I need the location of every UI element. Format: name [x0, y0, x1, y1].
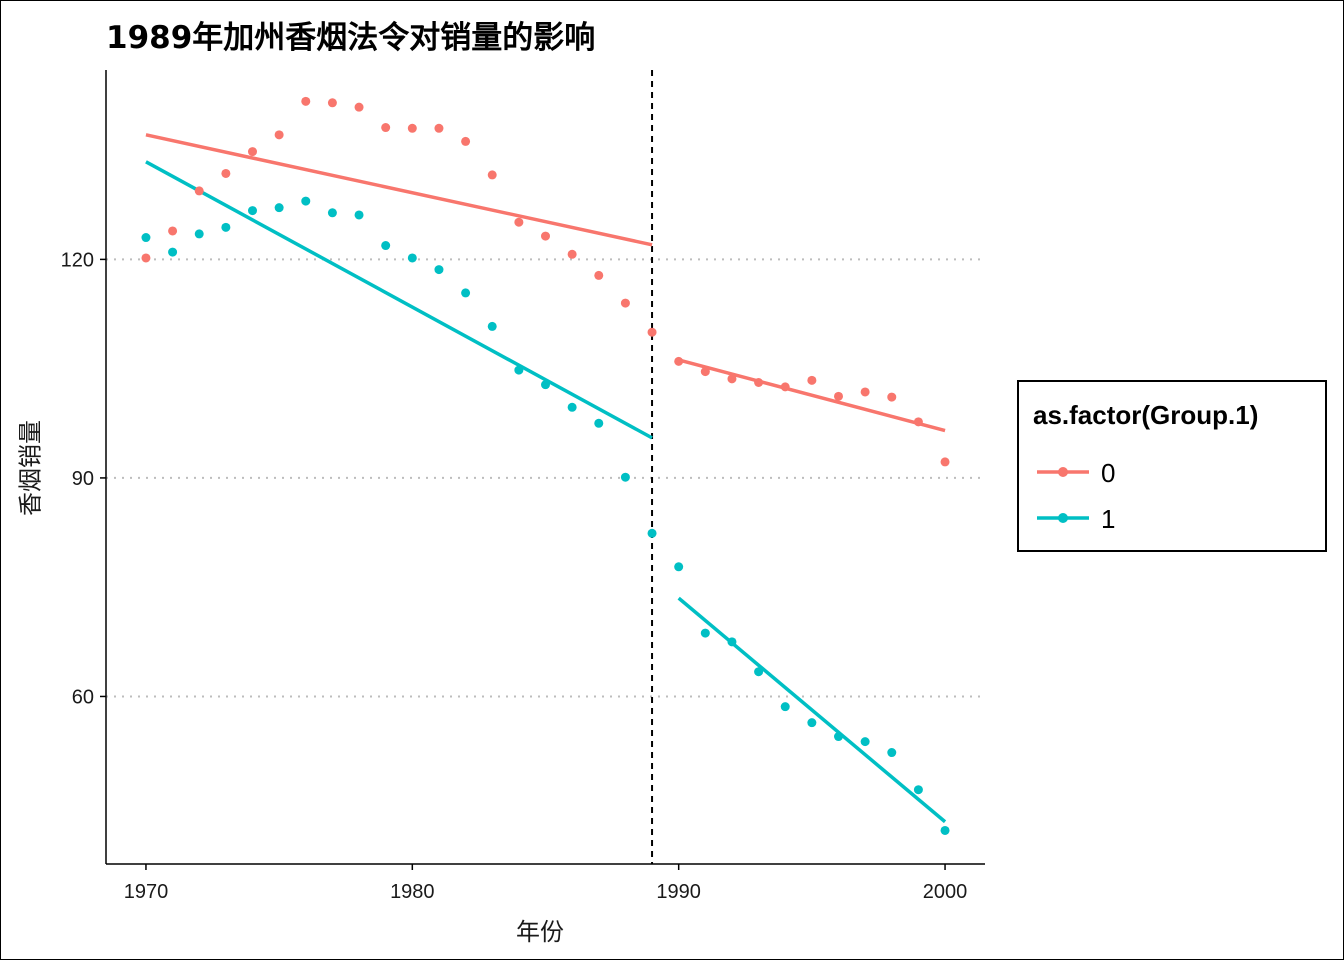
- point-0-1972: [194, 186, 204, 196]
- point-0-1998: [887, 392, 897, 402]
- point-1-1988: [620, 472, 630, 482]
- point-1-1983: [487, 321, 497, 331]
- point-1-1987: [594, 418, 604, 428]
- x-axis-label: 年份: [516, 918, 564, 946]
- point-0-1990: [674, 356, 684, 366]
- legend-key-1: [1037, 513, 1089, 523]
- point-1-1974: [248, 206, 257, 216]
- x-tick-label-1: 1980: [390, 881, 435, 903]
- point-0-1970: [141, 253, 151, 263]
- point-0-1979: [381, 123, 391, 133]
- legend-item-1: 1: [1033, 498, 1293, 538]
- point-0-1996: [834, 391, 843, 401]
- point-1-1992: [727, 637, 737, 647]
- point-1-1978: [354, 210, 364, 220]
- data-points: [141, 96, 950, 835]
- point-1-1972: [194, 229, 204, 239]
- y-tick-label-0: 60: [72, 686, 94, 708]
- axes: [105, 70, 985, 865]
- y-axis-label: 香烟销量: [16, 420, 45, 516]
- point-1-1976: [301, 196, 311, 206]
- y-tick-label-1: 90: [72, 468, 94, 490]
- point-1-1998: [887, 748, 897, 758]
- point-1-1986: [567, 402, 577, 412]
- point-1-1984: [514, 365, 524, 375]
- fit-line-1-0: [145, 160, 653, 440]
- legend-title: as.factor(Group.1): [1033, 400, 1259, 430]
- point-0-1987: [594, 270, 604, 280]
- x-tick-label-2: 1990: [656, 881, 701, 903]
- x-ticks: 1970 1980 1990 2000: [124, 864, 968, 903]
- point-1-1997: [860, 737, 870, 747]
- point-0-1980: [407, 123, 417, 133]
- y-tick-label-2: 120: [61, 249, 94, 271]
- point-0-2000: [940, 457, 950, 467]
- fit-line-0-1: [678, 358, 946, 433]
- point-0-1978: [354, 102, 364, 112]
- legend: as.factor(Group.1) 0 1: [1017, 380, 1327, 552]
- point-1-1973: [221, 222, 231, 232]
- point-1-1990: [674, 562, 684, 572]
- point-0-1992: [727, 374, 737, 384]
- y-ticks: 60 90 120: [61, 249, 106, 708]
- point-0-1985: [541, 231, 550, 241]
- fit-lines: [145, 133, 947, 824]
- fit-line-0-0: [145, 133, 653, 247]
- point-0-1984: [514, 217, 524, 227]
- point-0-1994: [780, 382, 790, 392]
- point-1-1970: [141, 233, 151, 243]
- point-1-1980: [407, 253, 417, 263]
- legend-item-0: 0: [1033, 452, 1293, 492]
- point-0-1975: [274, 130, 284, 140]
- point-1-1979: [381, 241, 391, 251]
- point-0-1989: [647, 327, 657, 337]
- point-1-1993: [754, 667, 764, 677]
- point-0-1982: [461, 136, 471, 146]
- point-1-2000: [940, 825, 950, 835]
- point-1-1999: [913, 785, 923, 795]
- x-tick-label-3: 2000: [923, 881, 968, 903]
- chart-title: 1989年加州香烟法令对销量的影响: [106, 20, 596, 56]
- legend-label-1: 1: [1101, 504, 1116, 534]
- point-0-1999: [913, 417, 923, 427]
- point-0-1983: [487, 170, 497, 180]
- point-1-1971: [168, 247, 178, 257]
- point-1-1977: [327, 208, 337, 218]
- point-0-1993: [754, 378, 764, 388]
- point-0-1973: [221, 168, 231, 178]
- point-0-1997: [860, 387, 870, 397]
- point-1-1982: [461, 288, 471, 298]
- fit-line-1-1: [677, 596, 947, 824]
- point-1-1991: [700, 628, 710, 638]
- grid-lines: [106, 258, 985, 698]
- point-0-1974: [248, 147, 257, 157]
- point-0-1988: [620, 298, 630, 308]
- point-1-1975: [274, 203, 284, 213]
- x-tick-label-0: 1970: [124, 881, 169, 903]
- point-1-1995: [807, 718, 817, 728]
- legend-key-0: [1037, 467, 1089, 477]
- point-1-1989: [647, 528, 657, 538]
- point-1-1994: [780, 702, 790, 712]
- point-0-1991: [700, 367, 710, 377]
- point-0-1986: [567, 249, 577, 259]
- point-0-1981: [434, 123, 444, 133]
- point-0-1977: [327, 98, 337, 108]
- point-1-1985: [541, 380, 550, 390]
- legend-label-0: 0: [1101, 458, 1116, 488]
- point-1-1981: [434, 265, 444, 275]
- point-1-1996: [834, 732, 843, 742]
- point-0-1995: [807, 375, 817, 385]
- point-0-1971: [168, 226, 178, 236]
- point-0-1976: [301, 96, 311, 106]
